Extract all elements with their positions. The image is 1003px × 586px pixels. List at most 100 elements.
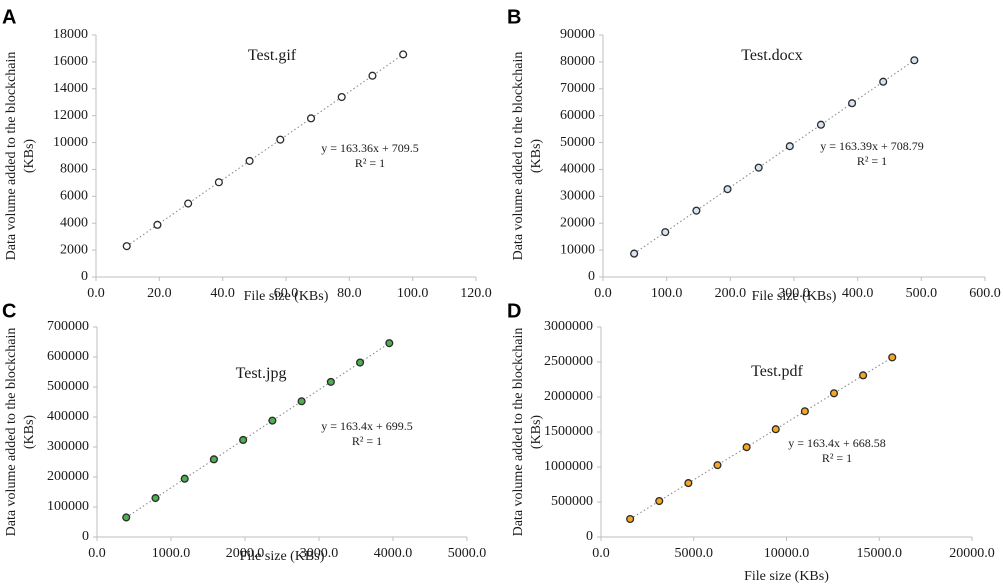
data-point	[626, 514, 635, 524]
data-point	[297, 397, 306, 406]
y-axis-label-units: (KBs)	[529, 139, 544, 174]
data-point	[268, 416, 277, 425]
y-tick-label: 1500000	[544, 424, 593, 439]
data-point	[151, 494, 160, 503]
data-point	[910, 56, 919, 65]
data-point	[848, 99, 857, 108]
data-point	[785, 142, 794, 151]
y-tick-label: 10000	[53, 135, 88, 150]
data-point	[356, 358, 365, 367]
x-tick-label: 1000.0	[152, 546, 191, 561]
y-tick-label: 3000000	[544, 319, 593, 334]
x-axis-label: File size (KBs)	[752, 289, 837, 304]
data-point	[276, 135, 285, 144]
y-tick-label: 500000	[47, 379, 89, 394]
data-point	[816, 120, 825, 129]
y-tick-label: 20000	[560, 215, 595, 230]
y-axis-label: Data volume added to the blockchain	[511, 328, 526, 537]
data-point	[879, 77, 888, 86]
x-tick-label: 400.0	[842, 286, 874, 301]
panel-letter: C	[2, 300, 16, 322]
y-tick-label: 40000	[560, 162, 595, 177]
r-squared-label: R² = 1	[352, 434, 382, 448]
chart-panel-b: B 0 10000 20000 30000 40000 50000 60000 70000 800…	[507, 6, 1001, 304]
x-tick-label: 10000.0	[764, 546, 810, 561]
data-point	[742, 443, 751, 452]
data-point	[800, 407, 809, 416]
y-tick-label: 30000	[560, 189, 595, 204]
y-axis-label: Data volume added to the blockchain	[511, 52, 526, 261]
y-tick-label: 60000	[560, 108, 595, 123]
y-tick-label: 0	[81, 269, 88, 284]
x-tick-label: 80.0	[337, 286, 362, 301]
data-point	[859, 371, 868, 380]
x-tick-label: 60.0	[274, 286, 299, 301]
y-tick-label: 14000	[53, 81, 88, 96]
data-point	[368, 71, 377, 80]
y-tick-label: 500000	[551, 494, 593, 509]
trendline	[633, 59, 915, 255]
trendline	[629, 356, 893, 520]
y-tick-label: 200000	[47, 469, 89, 484]
x-tick-label: 5000.0	[448, 546, 487, 561]
y-tick-label: 6000	[60, 189, 88, 204]
x-tick-label: 0.0	[594, 286, 612, 301]
data-point	[153, 220, 162, 229]
x-tick-label: 600.0	[969, 286, 1001, 301]
y-axis-label: Data volume added to the blockchain	[4, 52, 19, 261]
data-point	[692, 206, 701, 215]
y-tick-label: 16000	[53, 54, 88, 69]
chart-panel-a: A 0 2000 4000 6000 8000 10000 12000 14000 16000 18…	[2, 6, 492, 304]
y-tick-label: 100000	[47, 499, 89, 514]
data-point	[630, 249, 639, 258]
data-point	[655, 496, 664, 506]
y-tick-label: 8000	[60, 162, 88, 177]
x-tick-label: 2000.0	[226, 546, 265, 561]
y-tick-label: 12000	[53, 108, 88, 123]
regression-equation: y = 163.39x + 708.79	[820, 139, 924, 153]
y-axis-label-units: (KBs)	[22, 139, 37, 174]
y-tick-label: 0	[586, 529, 593, 544]
x-tick-label: 0.0	[88, 546, 106, 561]
y-tick-label: 400000	[47, 409, 89, 424]
data-point	[209, 455, 218, 464]
r-squared-label: R² = 1	[857, 154, 887, 168]
data-point	[754, 163, 763, 172]
x-tick-label: 40.0	[210, 286, 235, 301]
y-tick-label: 50000	[560, 135, 595, 150]
y-tick-label: 300000	[47, 439, 89, 454]
x-axis-label: File size (KBs)	[244, 289, 329, 304]
y-axis-label: Data volume added to the blockchain	[4, 328, 19, 537]
chart-title: Test.jpg	[236, 365, 287, 382]
data-point	[306, 114, 316, 123]
data-point	[337, 92, 346, 102]
data-point	[771, 425, 780, 434]
y-tick-label: 2500000	[544, 354, 593, 369]
data-point	[684, 479, 693, 488]
data-point	[239, 435, 248, 445]
y-tick-label: 4000	[60, 215, 88, 230]
x-tick-label: 120.0	[460, 286, 492, 301]
y-tick-label: 2000	[60, 242, 88, 257]
y-tick-label: 1000000	[544, 459, 593, 474]
x-tick-label: 5000.0	[675, 546, 714, 561]
x-tick-label: 0.0	[87, 286, 105, 301]
data-point	[661, 228, 670, 237]
x-tick-label: 100.0	[397, 286, 429, 301]
data-point	[122, 513, 131, 522]
y-tick-label: 600000	[47, 349, 89, 364]
regression-equation: y = 163.4x + 668.58	[788, 436, 886, 450]
x-tick-label: 200.0	[715, 286, 747, 301]
y-tick-label: 2000000	[544, 389, 593, 404]
x-tick-label: 20.0	[147, 286, 172, 301]
data-point	[122, 242, 131, 251]
y-tick-label: 70000	[560, 81, 595, 96]
x-axis-label: File size (KBs)	[240, 549, 325, 564]
data-point	[326, 377, 335, 386]
trendline	[125, 342, 390, 518]
y-tick-label: 700000	[47, 319, 89, 334]
chart-title: Test.pdf	[751, 363, 803, 380]
data-point	[723, 185, 732, 194]
data-point	[184, 199, 193, 208]
